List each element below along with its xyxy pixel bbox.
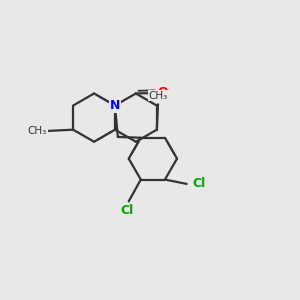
Text: CH₃: CH₃ [148,91,168,100]
Text: N: N [110,99,120,112]
Text: CH₃: CH₃ [28,126,47,136]
Text: Cl: Cl [121,204,134,217]
Text: O: O [157,86,168,100]
Text: Cl: Cl [192,177,205,190]
